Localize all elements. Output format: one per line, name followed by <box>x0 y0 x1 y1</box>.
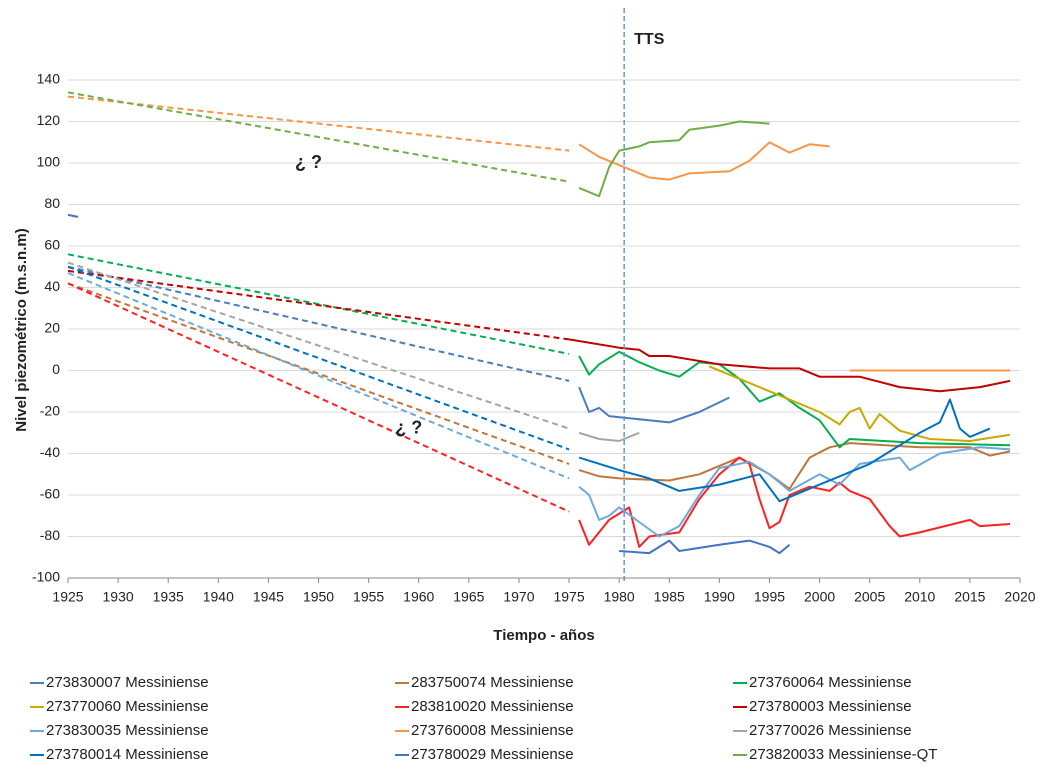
series-line <box>67 213 791 555</box>
y-tick-label: -20 <box>40 403 60 419</box>
x-tick-label: 1985 <box>654 589 685 605</box>
x-tick-label: 2015 <box>954 589 985 605</box>
legend-label: 283810020 Messiniense <box>411 698 574 715</box>
series-line <box>578 431 640 442</box>
x-tick-label: 1955 <box>353 589 384 605</box>
legend-label: 273780014 Messiniense <box>46 746 209 763</box>
x-tick-label: 1940 <box>203 589 234 605</box>
legend-label: 273780029 Messiniense <box>411 746 574 763</box>
x-tick-label: 1980 <box>604 589 635 605</box>
series-line <box>708 365 1011 442</box>
y-tick-label: -40 <box>40 444 60 460</box>
y-axis-title: Nivel piezométrico (m.s.n.m) <box>13 228 30 431</box>
x-tick-label: 1925 <box>52 589 83 605</box>
x-tick-label: 1935 <box>153 589 184 605</box>
x-tick-label: 1950 <box>303 589 334 605</box>
series-line <box>568 338 1011 393</box>
series-line <box>578 141 1010 372</box>
annotation: ¿ ? <box>395 417 422 437</box>
y-tick-label: 120 <box>37 112 61 128</box>
x-tick-label: 1990 <box>704 589 735 605</box>
legend-label: 273820033 Messiniense-QT <box>749 746 937 763</box>
x-tick-label: 2020 <box>1004 589 1035 605</box>
x-tick-label: 1995 <box>754 589 785 605</box>
y-tick-label: 80 <box>44 195 60 211</box>
projection-line <box>67 253 570 355</box>
x-tick-label: 2005 <box>854 589 885 605</box>
y-tick-label: -100 <box>32 569 60 585</box>
series-line <box>578 398 991 503</box>
series-line <box>578 442 1011 490</box>
x-tick-label: 1975 <box>553 589 584 605</box>
legend-label: 273780003 Messiniense <box>749 698 912 715</box>
projection-line <box>67 282 570 513</box>
y-tick-label: 140 <box>37 71 61 87</box>
annotation: ¿ ? <box>295 152 322 172</box>
projection-line <box>67 265 570 451</box>
y-tick-label: 20 <box>44 320 60 336</box>
x-tick-label: 1945 <box>253 589 284 605</box>
legend-label: 273770026 Messiniense <box>749 722 912 739</box>
x-axis-title: Tiempo - años <box>493 627 594 644</box>
y-tick-label: 0 <box>52 361 60 377</box>
legend-label: 273830007 Messiniense <box>46 674 209 691</box>
projection-line <box>67 261 570 430</box>
annotation: TTS <box>634 31 665 48</box>
series-line <box>578 446 1011 538</box>
legend-label: 273770060 Messiniense <box>46 698 209 715</box>
series-line <box>578 456 1011 548</box>
x-tick-label: 2010 <box>904 589 935 605</box>
projection-line <box>67 272 570 480</box>
projection-line <box>67 95 570 152</box>
y-tick-label: -60 <box>40 486 60 502</box>
series-line <box>578 120 770 198</box>
series-line <box>578 386 730 424</box>
y-tick-label: 60 <box>44 237 60 253</box>
series-line <box>578 350 1011 449</box>
legend-label: 283750074 Messiniense <box>411 674 574 691</box>
x-tick-label: 1965 <box>453 589 484 605</box>
projection-line <box>67 282 570 465</box>
y-tick-label: 100 <box>37 154 61 170</box>
legend-label: 273760064 Messiniense <box>749 674 912 691</box>
x-tick-label: 1970 <box>503 589 534 605</box>
x-tick-label: 2000 <box>804 589 835 605</box>
x-tick-label: 1960 <box>403 589 434 605</box>
legend-label: 273760008 Messiniense <box>411 722 574 739</box>
projection-line <box>67 91 570 183</box>
projection-line <box>67 265 570 382</box>
projection-line <box>67 269 570 341</box>
legend-label: 273830035 Messiniense <box>46 722 209 739</box>
x-tick-label: 1930 <box>103 589 134 605</box>
y-tick-label: 40 <box>44 278 60 294</box>
y-tick-label: -80 <box>40 527 60 543</box>
